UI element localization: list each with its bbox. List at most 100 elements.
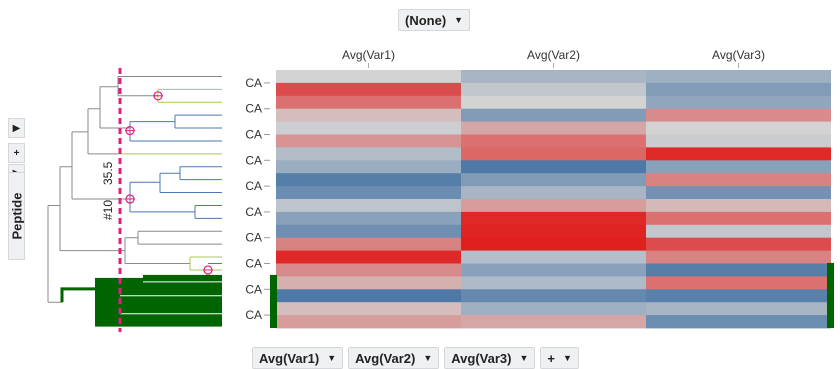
heatmap-cell (461, 134, 646, 148)
plus-icon: + (13, 147, 20, 159)
avg-var2-button[interactable]: Avg(Var2) ▼ (348, 347, 440, 369)
column-headers: Avg(Var1) Avg(Var2) Avg(Var3) (342, 48, 765, 68)
heatmap-cell (646, 315, 831, 329)
cutoff-index-label: #10 (101, 200, 115, 220)
marked-cluster-block (95, 277, 222, 327)
dendrogram-branch (124, 237, 190, 264)
heatmap-cell (461, 250, 646, 264)
heatmap-cell (276, 250, 461, 264)
row-label: CA (245, 128, 262, 142)
heatmap-cell (646, 237, 831, 251)
heatmap-cell (276, 108, 461, 122)
dendrogram-branch (179, 166, 222, 181)
heatmap-cell (461, 211, 646, 226)
heatmap-cell (646, 289, 831, 303)
dendrogram-branch (159, 172, 222, 194)
dendrogram-overlay: #10 35.5 (101, 68, 834, 332)
heatmap-cell (461, 186, 646, 200)
heatmap-cell (276, 276, 461, 290)
row-labels: CA CA CA CA CA CA CA CA CA CA (245, 76, 270, 322)
row-label: CA (245, 205, 262, 219)
heatmap-cell (461, 108, 646, 122)
heatmap-cell (461, 147, 646, 161)
heatmap-cell (276, 315, 461, 329)
add-column-button[interactable]: + ▼ (540, 347, 579, 369)
heatmap-cell (276, 263, 461, 277)
cutoff-value-label: 35.5 (101, 161, 115, 185)
heatmap-cell (461, 82, 646, 97)
row-label: CA (245, 153, 262, 167)
chevron-down-icon: ▼ (454, 15, 464, 25)
avg-var3-label: Avg(Var3) (451, 350, 512, 366)
heatmap-cell (646, 186, 831, 200)
avg-var3-button[interactable]: Avg(Var3) ▼ (444, 347, 536, 369)
avg-var2-label: Avg(Var2) (355, 350, 416, 366)
heatmap-cell (461, 95, 646, 110)
heatmap-cell (461, 160, 646, 174)
heatmap-cell (276, 70, 461, 84)
heatmap-cell (461, 70, 646, 84)
peptide-axis-label: Peptide (9, 192, 24, 240)
heatmap-cell (646, 276, 831, 290)
heatmap-cell (276, 302, 461, 316)
chevron-down-icon: ▼ (563, 353, 572, 363)
peptide-axis-selector[interactable]: Peptide (8, 172, 25, 260)
row-label: CA (245, 308, 262, 322)
heatmap-cell (276, 173, 461, 187)
heatmap-cell (276, 199, 461, 213)
heatmap-cell (276, 147, 461, 161)
dendrogram-branch (99, 86, 130, 129)
avg-var1-button[interactable]: Avg(Var1) ▼ (252, 347, 344, 369)
heatmap-cell (461, 302, 646, 316)
dendrogram-branch (117, 75, 158, 97)
row-label: CA (245, 257, 262, 271)
chevron-down-icon: ▼ (423, 353, 433, 363)
row-label: CA (245, 179, 262, 193)
heatmap-cell (646, 211, 831, 226)
heatmap-cell (276, 289, 461, 303)
heatmap-cell (646, 108, 831, 122)
heatmap-cell (646, 160, 831, 174)
heatmap-cell (646, 302, 831, 316)
row-label: CA (245, 282, 262, 296)
heatmap-cell (276, 82, 461, 97)
expand-arrow-button[interactable]: ▶ (8, 118, 25, 138)
add-row-axis-button[interactable]: + (8, 143, 25, 163)
heatmap-cell (646, 199, 831, 213)
dendrogram-branch (194, 204, 222, 219)
heatmap-cell (276, 224, 461, 239)
heatmap-cell (276, 134, 461, 148)
top-axis-label: (None) (405, 12, 447, 28)
heatmap-cell (646, 173, 831, 187)
heatmap-cell (461, 315, 646, 329)
dendrogram-branch (129, 181, 195, 213)
dendrogram-branch (87, 108, 118, 155)
chevron-right-icon: ▶ (12, 122, 21, 134)
heatmap-cell (276, 160, 461, 174)
heatmap-cell (461, 276, 646, 290)
heatmap-cell (646, 224, 831, 239)
heatmap-cell (646, 82, 831, 97)
heatmap-cell (461, 173, 646, 187)
marked-cluster-block (143, 274, 222, 282)
heatmap-cell (646, 95, 831, 110)
column-header: Avg(Var1) (342, 48, 395, 62)
marked-branch (60, 287, 95, 303)
chevron-down-icon: ▼ (327, 353, 337, 363)
row-label: CA (245, 231, 262, 245)
heatmap-cell (461, 237, 646, 251)
heatmap-cell (461, 263, 646, 277)
dendrogram-branch (59, 166, 125, 252)
heatmap-cells (276, 70, 831, 329)
chevron-down-icon: ▼ (519, 353, 529, 363)
dendrogram-branch (157, 88, 222, 103)
heatmap-cell (276, 211, 461, 226)
top-axis-selector[interactable]: (None) ▼ (398, 9, 471, 31)
avg-var1-label: Avg(Var1) (259, 350, 320, 366)
heatmap-cell (276, 186, 461, 200)
heatmap-cell (646, 250, 831, 264)
plus-label: + (547, 350, 556, 366)
heatmap-cell (646, 121, 831, 135)
dendrogram-branch (47, 204, 62, 303)
